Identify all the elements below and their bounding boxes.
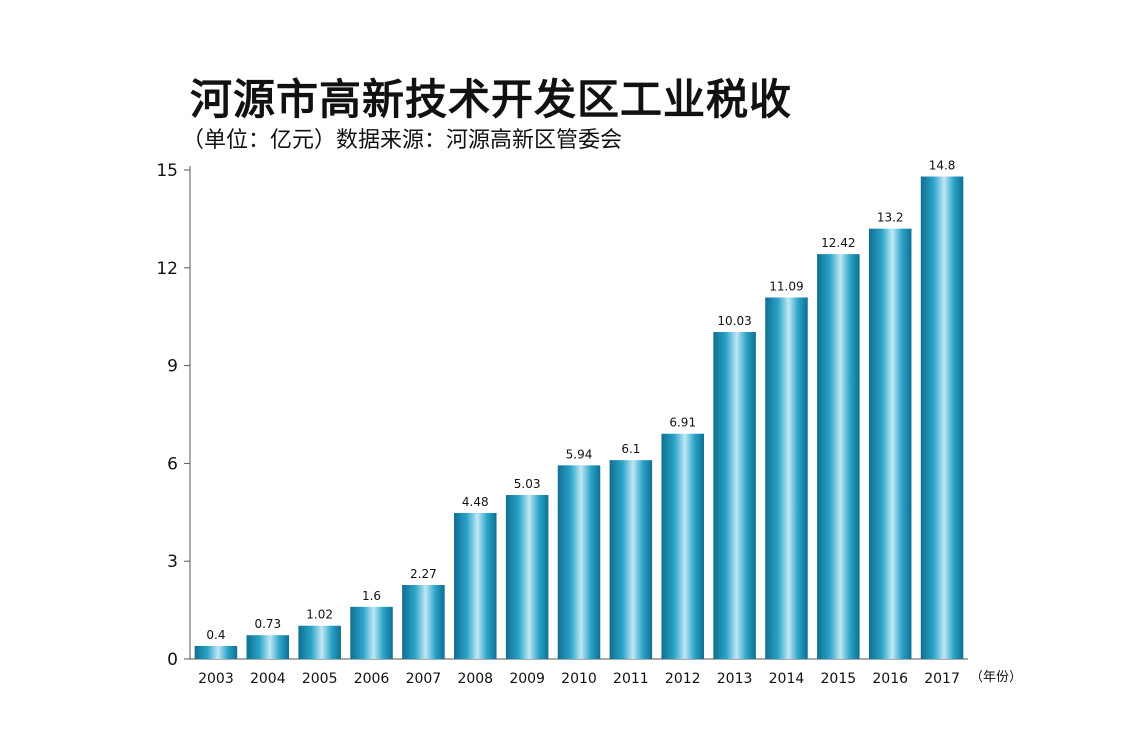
x-tick-label-2004: 2004 [250,671,286,687]
data-label-2007: 2.27 [410,567,437,581]
x-tick-label-2003: 2003 [198,671,234,687]
x-unit-label: （年份） [970,670,1022,685]
x-tick-label-2006: 2006 [354,671,390,687]
data-label-2017: 14.8 [929,159,956,173]
x-tick-label-2005: 2005 [302,671,338,687]
data-label-2010: 5.94 [566,447,593,461]
bar-2015 [817,254,860,659]
x-tick-label-2010: 2010 [561,671,597,687]
y-tick-label: 15 [156,161,178,181]
x-tick-label-2008: 2008 [457,671,493,687]
bar-2017 [920,176,964,659]
bar-2005 [298,625,341,659]
x-tick-label-2016: 2016 [872,671,908,687]
bar-2014 [765,297,808,659]
y-tick-label: 6 [167,454,178,474]
x-tick-label-2012: 2012 [665,671,701,687]
bar-2006 [350,606,393,659]
bar-2013 [713,332,756,659]
data-label-2006: 1.6 [362,589,381,603]
bars [194,176,964,659]
data-label-2003: 0.4 [206,628,225,642]
x-tick-label-2017: 2017 [924,671,960,687]
data-label-2009: 5.03 [514,477,541,491]
data-label-2014: 11.09 [769,279,803,293]
x-tick-label-2014: 2014 [769,671,805,687]
y-tick-label: 0 [167,650,178,670]
x-tick-label-2009: 2009 [509,671,545,687]
bar-2010 [557,465,601,659]
data-label-2011: 6.1 [621,442,640,456]
bar-2008 [454,512,497,659]
bar-2016 [868,228,912,659]
bar-2007 [402,584,445,659]
chart-subtitle: （单位：亿元）数据来源：河源高新区管委会 [182,128,623,153]
labels: 0.4 2003 0.73 2004 1.02 2005 1.6 2006 2.27 2007 4.… [198,159,1022,687]
y-tick-label: 9 [167,357,178,377]
x-tick-label-2013: 2013 [717,671,753,687]
data-label-2013: 10.03 [717,314,751,328]
data-label-2016: 13.2 [877,211,904,225]
x-tick-label-2011: 2011 [613,671,649,687]
bar-2009 [505,495,549,659]
data-label-2015: 12.42 [821,236,855,250]
bar-2012 [661,433,704,659]
data-label-2008: 4.48 [462,495,489,509]
bar-2003 [194,645,238,659]
bar-2011 [609,460,653,659]
x-tick-label-2007: 2007 [406,671,442,687]
y-tick-label: 12 [156,259,178,279]
data-label-2004: 0.73 [254,617,281,631]
y-tick-label: 3 [167,552,178,572]
x-tick-label-2015: 2015 [821,671,857,687]
bar-2004 [246,635,290,659]
chart-title: 河源市高新技术开发区工业税收 [190,75,793,124]
data-label-2012: 6.91 [669,416,696,430]
data-label-2005: 1.02 [306,608,333,622]
